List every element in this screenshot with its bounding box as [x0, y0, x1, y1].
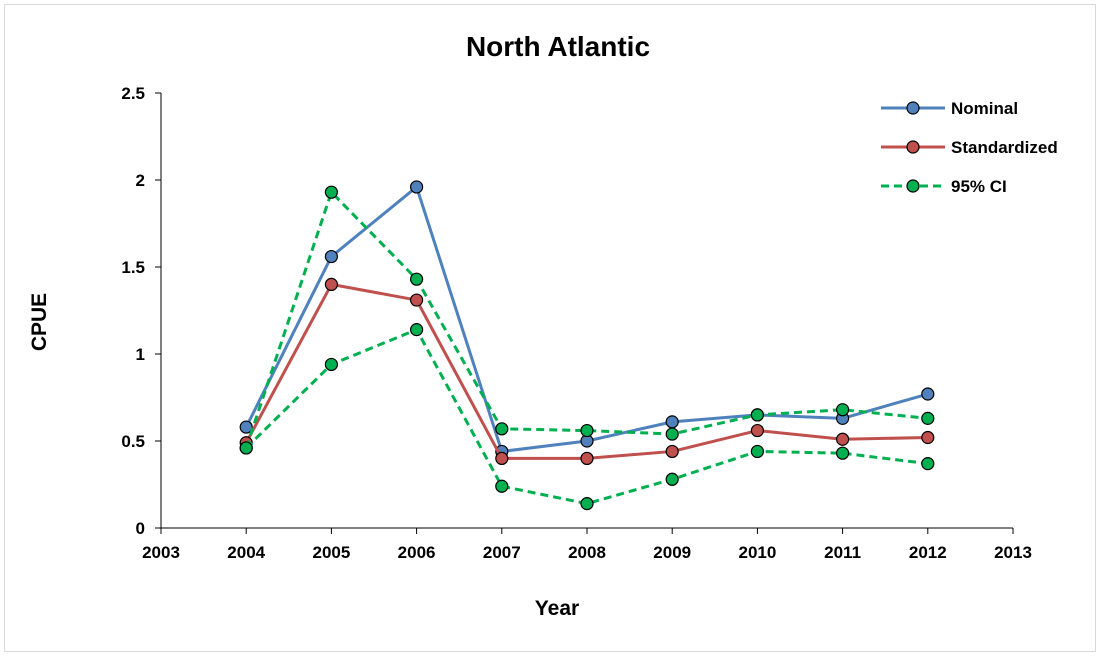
series-layer: [239, 180, 935, 511]
x-tick-label: 2009: [653, 543, 691, 562]
data-point: [921, 457, 935, 471]
axes: 0 0.5 1 1.5 2 2.5 2003 2004 2005 2006 2007 2008 2009…: [121, 84, 1032, 562]
data-point: [921, 387, 935, 401]
series-lower-ci: [239, 323, 935, 511]
data-point: [410, 323, 424, 337]
y-tick-label: 0.5: [121, 432, 145, 451]
legend-marker: [906, 179, 920, 193]
x-axis-title: Year: [535, 597, 579, 620]
y-tick-label: 0: [136, 519, 145, 538]
legend-entry: Standardized: [881, 138, 1058, 157]
x-tick-label: 2013: [994, 543, 1032, 562]
data-point: [665, 415, 679, 429]
series-nominal: [239, 180, 935, 459]
data-point: [580, 423, 594, 438]
data-point: [750, 408, 765, 422]
series-standardized: [239, 277, 935, 465]
data-point: [580, 451, 594, 465]
data-point: [750, 444, 765, 459]
data-point: [921, 411, 935, 425]
series-line: [244, 190, 928, 449]
data-point: [324, 357, 338, 372]
chart-title: North Atlantic: [466, 31, 650, 62]
x-tick-label: 2012: [909, 543, 947, 562]
data-point: [495, 479, 509, 493]
y-tick-label: 1: [136, 345, 145, 364]
x-tick-label: 2011: [824, 543, 861, 562]
x-tick-label: 2007: [483, 543, 521, 562]
data-point: [750, 423, 765, 438]
legend-entry: Nominal: [881, 99, 1018, 118]
data-point: [835, 446, 850, 460]
data-point: [239, 441, 253, 455]
data-point: [580, 497, 594, 511]
data-point: [324, 249, 338, 264]
data-point: [495, 451, 509, 465]
data-point: [239, 420, 253, 434]
data-point: [410, 293, 424, 307]
data-point: [324, 185, 338, 199]
data-point: [324, 277, 338, 291]
legend-entry: 95% CI: [881, 177, 1007, 196]
series-line: [245, 328, 928, 506]
x-tick-label: 2003: [142, 543, 180, 562]
series-95-ci: [239, 185, 935, 455]
legend-label: 95% CI: [951, 177, 1007, 196]
y-tick-label: 2.5: [121, 84, 145, 103]
x-tick-label: 2008: [568, 543, 606, 562]
data-point: [410, 180, 424, 194]
data-point: [665, 472, 679, 486]
legend-marker: [906, 101, 920, 115]
data-point: [835, 403, 850, 417]
x-tick-label: 2010: [738, 543, 776, 562]
x-tick-label: 2005: [312, 543, 350, 562]
data-point: [665, 444, 679, 459]
data-point: [410, 272, 424, 286]
legend-label: Standardized: [951, 138, 1058, 157]
legend: Nominal Standardized 95% CI: [881, 99, 1058, 196]
legend-marker: [906, 140, 920, 154]
data-point: [921, 430, 935, 445]
legend-label: Nominal: [951, 99, 1018, 118]
x-tick-label: 2006: [398, 543, 436, 562]
data-point: [835, 432, 850, 446]
x-tick-label: 2004: [227, 543, 265, 562]
y-tick-label: 2: [136, 171, 145, 190]
y-tick-label: 1.5: [121, 258, 145, 277]
y-axis-title: CPUE: [28, 293, 51, 351]
data-point: [665, 427, 679, 441]
data-point: [495, 422, 509, 436]
